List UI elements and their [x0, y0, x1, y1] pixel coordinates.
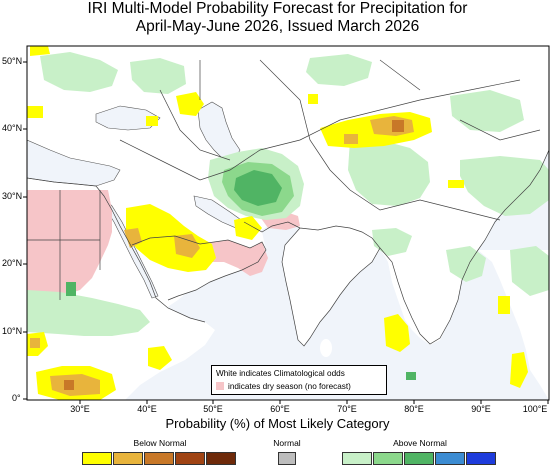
title-line-2: April-May-June 2026, Issued March 2026: [135, 18, 420, 35]
below-normal-area: [27, 106, 43, 118]
above-normal-area: [460, 156, 549, 216]
above-normal-area: [130, 58, 186, 94]
above-normal-area: [40, 52, 118, 92]
below-normal-strong: [64, 380, 74, 390]
below-normal-area: [510, 352, 528, 388]
title-line-1: IRI Multi-Model Probability Forecast for…: [87, 0, 468, 17]
above-normal-area: [450, 90, 524, 132]
legend-below-label: Below Normal: [133, 438, 187, 448]
legend-above-label: Above Normal: [393, 438, 447, 448]
legend-swatch-below-2: [113, 452, 143, 465]
coastline: [27, 177, 206, 323]
legend-swatch-below-5: [206, 452, 236, 465]
legend-swatch-below-3: [144, 452, 174, 465]
dry-season-swatch: [216, 382, 224, 390]
lat-label: 20°N: [2, 258, 23, 268]
below-normal-area: [498, 296, 510, 314]
legend-swatch-normal: [278, 452, 296, 465]
legend-swatch-below-1: [82, 452, 112, 465]
above-normal-area: [372, 228, 412, 256]
lat-label: 10°N: [2, 326, 23, 336]
above-normal-area: [27, 290, 150, 336]
legend-caption: Probability (%) of Most Likely Category: [165, 416, 390, 431]
land-india: [282, 226, 380, 346]
coastline: [131, 235, 267, 301]
coastline: [379, 149, 549, 345]
country-border: [27, 79, 521, 300]
lon-label: 40°E: [137, 404, 157, 414]
below-normal-area: [308, 94, 318, 104]
lon-label: 50°E: [203, 404, 223, 414]
above-normal-area: [510, 246, 549, 296]
above-normal-core: [406, 372, 416, 380]
below-normal-area: [146, 116, 158, 126]
lon-label: 60°E: [270, 404, 290, 414]
lon-label: 100°E: [522, 404, 548, 414]
note-climatology-text: White indicates Climatological odds: [216, 369, 345, 378]
lon-label: 70°E: [337, 404, 357, 414]
country-border: [159, 89, 501, 221]
legend-swatch-above-2: [373, 452, 403, 465]
above-normal-area: [306, 54, 372, 86]
below-normal-core: [344, 134, 358, 144]
lat-label: 50°N: [2, 56, 23, 66]
lat-label: 0°: [12, 393, 21, 403]
above-normal-core: [66, 282, 76, 296]
lat-label: 40°N: [2, 123, 23, 133]
below-normal-strong: [392, 120, 404, 132]
below-normal-core: [50, 374, 100, 396]
below-normal-area: [148, 346, 172, 370]
below-normal-area: [176, 92, 204, 116]
map-note-box: White indicates Climatological odds indi…: [211, 365, 387, 395]
legend-swatch-above-5: [466, 452, 496, 465]
coastline: [243, 221, 381, 347]
lon-label: 80°E: [404, 404, 424, 414]
black-sea: [95, 105, 161, 131]
below-normal-area: [384, 314, 410, 352]
lon-label: 90°E: [471, 404, 491, 414]
country-border: [119, 59, 541, 161]
dry-season-sahara: [27, 190, 112, 300]
legend-normal-label: Normal: [273, 438, 301, 448]
map-frame: [26, 45, 550, 401]
legend-swatch-below-4: [175, 452, 205, 465]
below-normal-area: [234, 216, 262, 240]
land-sri-lanka: [320, 339, 332, 357]
below-normal-area: [448, 180, 464, 188]
below-normal-area: [30, 46, 50, 56]
legend-swatch-above-4: [435, 452, 465, 465]
legend-swatch-above-1: [342, 452, 372, 465]
lat-label: 30°N: [2, 191, 23, 201]
note-dry-season-text: indicates dry season (no forecast): [228, 382, 351, 391]
above-normal-area: [348, 140, 430, 206]
below-normal-core: [30, 338, 40, 348]
above-normal-core: [234, 170, 282, 206]
lon-label: 30°E: [70, 404, 90, 414]
legend-swatch-above-3: [404, 452, 434, 465]
below-normal-core: [174, 234, 200, 258]
above-normal-area: [446, 246, 486, 282]
